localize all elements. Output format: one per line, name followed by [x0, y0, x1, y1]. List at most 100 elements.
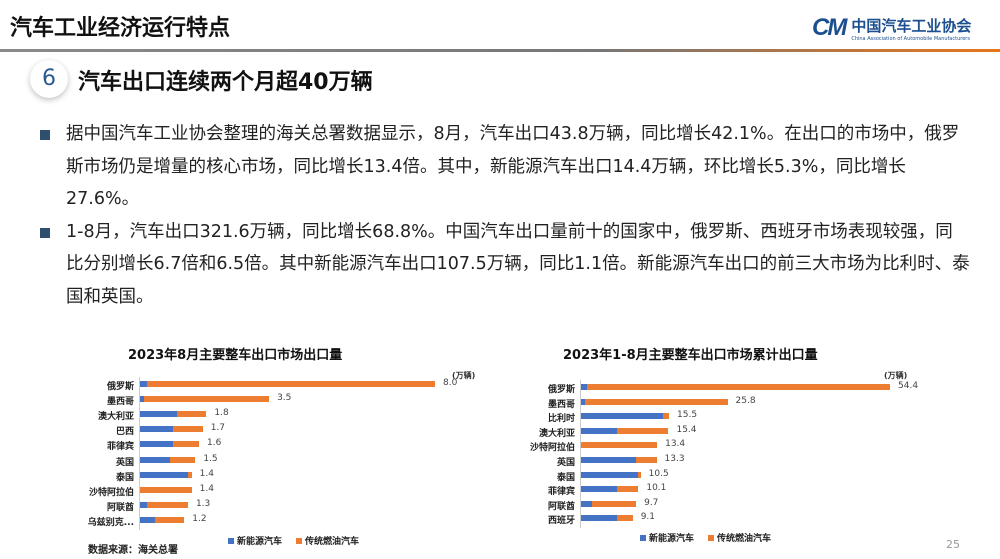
legend-swatch-icon — [296, 538, 303, 544]
logo-text-cn: 中国汽车工业协会 — [851, 16, 972, 35]
chart-unit-label: (万辆) — [884, 371, 908, 380]
chart-axis — [580, 380, 581, 528]
bar-ice — [173, 441, 199, 448]
category-label: 澳大利亚 — [538, 428, 575, 439]
logo-text-en: China Association of Automobile Manufact… — [851, 35, 970, 42]
legend-swatch-icon — [228, 538, 234, 544]
bar-ice — [173, 426, 203, 433]
legend-item: 传统燃油汽车 — [708, 531, 771, 544]
bar-value-label: 1.4 — [199, 483, 214, 494]
category-label: 墨西哥 — [106, 397, 134, 408]
bar-value-label: 1.3 — [195, 498, 211, 509]
bar-ice — [140, 486, 192, 493]
category-label: 沙特阿拉伯 — [88, 487, 134, 498]
logo-mark-icon: CM — [812, 14, 847, 41]
bar-nev — [140, 441, 174, 448]
bar-value-label: 1.7 — [210, 423, 226, 434]
bar-nev — [581, 398, 585, 405]
bar-ice — [187, 471, 192, 478]
bar-value-label: 10.1 — [646, 483, 667, 494]
bar-value-label: 15.4 — [676, 424, 697, 435]
bar-ice — [638, 471, 641, 478]
bar-ice — [176, 411, 207, 418]
legend-item: 新能源汽车 — [640, 531, 694, 544]
bar-ice — [147, 501, 188, 508]
bar-value-label: 15.5 — [677, 410, 698, 421]
category-label: 巴西 — [115, 427, 134, 438]
bar-value-label: 8.0 — [443, 378, 458, 388]
bar-value-label: 1.8 — [214, 408, 229, 419]
chart-title: 2023年8月主要整车出口市场出口量 — [128, 348, 343, 363]
category-label: 泰国 — [556, 472, 575, 483]
bullet-item: 1-8月，汽车出口321.6万辆，同比增长68.8%。中国汽车出口量前十的国家中… — [40, 216, 970, 314]
category-label: 阿联酋 — [547, 501, 575, 512]
section-title: 汽车出口连续两个月超40万辆 — [78, 70, 373, 95]
chart-unit-label: (万辆) — [452, 371, 476, 380]
bar-ice — [617, 515, 633, 522]
page-number: 25 — [946, 538, 960, 551]
bar-ice — [584, 398, 728, 405]
bullet-square-icon — [40, 227, 50, 238]
bar-nev — [140, 411, 177, 418]
category-label: 英国 — [115, 457, 134, 468]
category-label: 泰国 — [115, 472, 134, 483]
data-source: 数据来源：海关总署 — [88, 545, 178, 556]
category-label: 俄罗斯 — [106, 382, 134, 392]
category-label: 沙特阿拉伯 — [529, 443, 575, 454]
bar-value-label: 1.2 — [192, 513, 207, 524]
bar-nev — [581, 486, 618, 493]
bar-value-label: 13.3 — [664, 454, 685, 464]
bar-nev — [140, 501, 148, 508]
bar-ice — [591, 500, 637, 507]
bar-ice — [586, 384, 890, 390]
legend-label: 新能源汽车 — [649, 534, 695, 544]
caam-logo: CM 中国汽车工业协会 China Association of Automob… — [812, 14, 971, 42]
bar-nev — [581, 457, 637, 463]
bar-value-label: 1.4 — [199, 468, 214, 479]
legend-item: 新能源汽车 — [228, 534, 282, 547]
bar-value-label: 10.5 — [648, 468, 669, 479]
bar-nev — [140, 426, 174, 433]
bullet-text: 1-8月，汽车出口321.6万辆，同比增长68.8%。中国汽车出口量前十的国家中… — [66, 221, 970, 307]
category-label: 菲律宾 — [106, 442, 134, 453]
bar-ice — [169, 456, 196, 463]
chart-legend: 新能源汽车 传统燃油汽车 — [228, 534, 359, 547]
bar-nev — [581, 515, 618, 522]
bar-nev — [581, 384, 587, 390]
category-label: 比利时 — [547, 414, 575, 425]
chart-title: 2023年1-8月主要整车出口市场累计出口量 — [563, 348, 818, 363]
bar-ice — [143, 396, 270, 403]
category-label: 西班牙 — [547, 516, 575, 527]
legend-label: 传统燃油汽车 — [305, 537, 360, 547]
legend-label: 新能源汽车 — [237, 537, 283, 547]
category-label: 墨西哥 — [547, 399, 575, 410]
legend-swatch-icon — [640, 535, 646, 541]
legend-item: 传统燃油汽车 — [296, 534, 359, 547]
bar-ice — [662, 413, 670, 420]
legend-label: 传统燃油汽车 — [717, 534, 772, 544]
bar-ice — [636, 457, 657, 463]
bar-value-label: 13.4 — [665, 439, 686, 450]
bar-nev — [140, 396, 144, 403]
bar-nev — [581, 500, 592, 507]
chart-axis — [139, 377, 140, 530]
bar-nev — [140, 381, 148, 387]
bar-ice — [581, 442, 658, 449]
category-label: 英国 — [556, 458, 575, 468]
category-label: 乌兹别克... — [87, 517, 134, 528]
bar-value-label: 9.1 — [640, 512, 656, 523]
bar-ice — [154, 516, 185, 523]
bar-nev — [581, 427, 618, 434]
legend-swatch-icon — [708, 535, 715, 541]
bar-value-label: 25.8 — [735, 395, 756, 406]
bar-ice — [147, 381, 435, 387]
category-label: 俄罗斯 — [547, 385, 575, 395]
chart-legend: 新能源汽车 传统燃油汽车 — [640, 531, 771, 544]
bar-value-label: 1.6 — [207, 438, 222, 449]
bar-ice — [617, 486, 639, 493]
bar-ice — [617, 427, 669, 434]
bullet-list: 据中国汽车工业协会整理的海关总署数据显示，8月，汽车出口43.8万辆，同比增长4… — [40, 118, 970, 313]
bar-nev — [581, 471, 639, 478]
section-number: 6 — [30, 60, 68, 98]
bar-value-label: 9.7 — [644, 497, 659, 508]
